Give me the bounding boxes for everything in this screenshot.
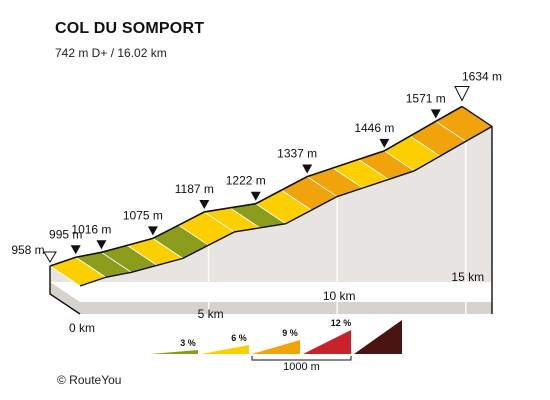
legend-label: 12 %: [331, 318, 352, 328]
legend-swatch: [354, 320, 402, 354]
km-divider-lines: [207, 141, 467, 314]
profile-right-edge: [461, 105, 493, 314]
legend-swatch: [252, 340, 300, 354]
legend-label: 6 %: [231, 333, 247, 343]
elevation-marker-triangle: [302, 164, 313, 174]
elevation-marker-triangle: [70, 245, 81, 255]
x-tick-label: 0 km: [69, 321, 95, 335]
gradient-legend: 3 % 6 % 9 % 12 % 1000 m: [150, 318, 402, 373]
elevation-marker-label: 1187 m: [175, 182, 214, 196]
routeyou-credit: © RouteYou: [57, 373, 122, 387]
legend-swatch: [303, 330, 351, 354]
elevation-marker-triangle: [147, 226, 158, 236]
legend-scale-label: 1000 m: [283, 361, 320, 373]
legend-swatch: [150, 350, 198, 354]
x-tick-label: 5 km: [198, 307, 224, 321]
x-tick-label: 15 km: [451, 270, 484, 284]
start-marker-triangle: [43, 251, 57, 263]
elevation-marker-label: 995 m: [49, 227, 82, 241]
elevation-marker-triangle: [250, 191, 261, 201]
elevation-marker-label: 1222 m: [226, 174, 266, 188]
legend-scale-bar: [251, 356, 352, 361]
elevation-marker-label: 1075 m: [123, 208, 163, 222]
legend-label: 9 %: [282, 328, 298, 338]
profile-left-edge: [49, 266, 81, 315]
elevation-marker-label: 1016 m: [71, 222, 111, 236]
ridge-front-edge: [79, 125, 493, 287]
profile-base-slab: [50, 282, 492, 314]
x-tick-labels: 0 km 5 km 10 km 15 km: [69, 270, 484, 335]
elevation-marker-triangle: [96, 240, 107, 250]
x-tick-label: 10 km: [323, 289, 356, 303]
start-elevation-label: 958 m: [11, 243, 44, 257]
elevation-marker-triangle: [430, 109, 441, 119]
ridge-back-edge: [49, 105, 463, 267]
elevation-marker-label: 1337 m: [277, 147, 317, 161]
elevation-marker-triangle: [379, 138, 390, 148]
gradient-segments: [49, 105, 493, 315]
legend-swatch: [201, 345, 249, 354]
elevation-marker-label: 1571 m: [406, 91, 446, 105]
chart-subtitle: 742 m D+ / 16.02 km: [55, 46, 167, 60]
chart-title: COL DU SOMPORT: [55, 20, 205, 37]
elevation-marker-label: 1446 m: [354, 121, 394, 135]
elevation-marker-triangle: [199, 199, 210, 209]
legend-label: 3 %: [180, 338, 196, 348]
summit-marker-triangle: [454, 85, 470, 102]
summit-elevation-label: 1634 m: [462, 69, 502, 83]
